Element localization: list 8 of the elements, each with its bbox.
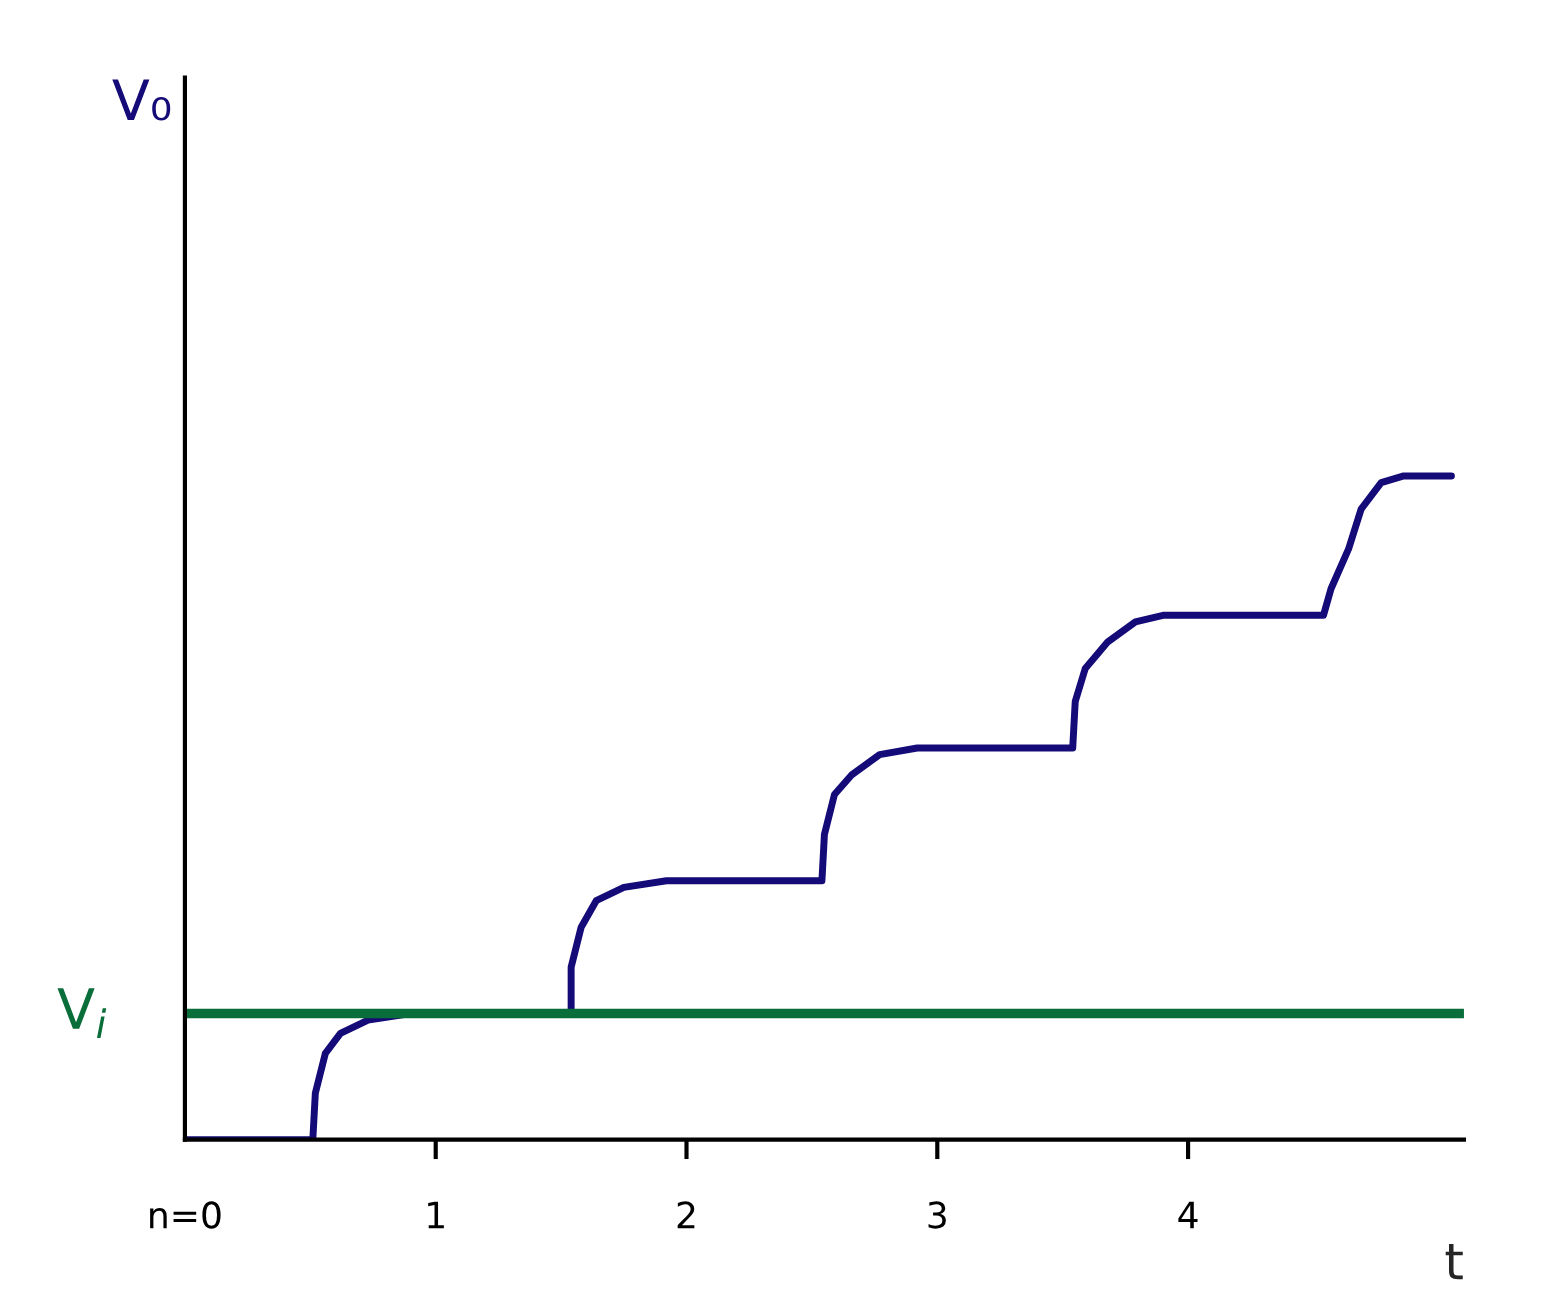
x-tick-label: n=0: [150, 1201, 221, 1229]
text: V₀: [112, 79, 171, 121]
x-axis-title: t: [1445, 1244, 1463, 1280]
ref-line-label: V$_{i}$: [57, 988, 107, 1038]
x-tick-label: 4: [1178, 1201, 1198, 1229]
x-tick-label: 3: [928, 1201, 946, 1229]
x-tick-label: 1: [428, 1201, 444, 1229]
x-tick-label: 2: [677, 1201, 695, 1229]
